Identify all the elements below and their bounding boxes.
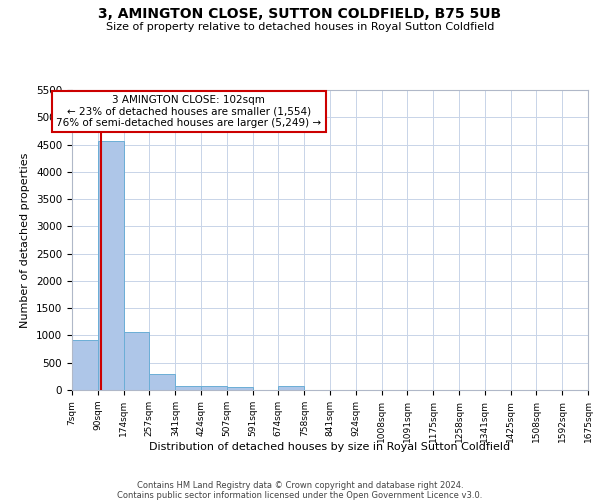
- Text: Size of property relative to detached houses in Royal Sutton Coldfield: Size of property relative to detached ho…: [106, 22, 494, 32]
- Bar: [278, 386, 304, 390]
- Bar: [124, 332, 149, 390]
- Text: Distribution of detached houses by size in Royal Sutton Coldfield: Distribution of detached houses by size …: [149, 442, 511, 452]
- Text: Contains public sector information licensed under the Open Government Licence v3: Contains public sector information licen…: [118, 491, 482, 500]
- Bar: [72, 340, 98, 390]
- Bar: [175, 386, 201, 390]
- Bar: [227, 386, 253, 390]
- Text: 3, AMINGTON CLOSE, SUTTON COLDFIELD, B75 5UB: 3, AMINGTON CLOSE, SUTTON COLDFIELD, B75…: [98, 8, 502, 22]
- Bar: [201, 386, 227, 390]
- Bar: [98, 142, 124, 390]
- Bar: [149, 374, 175, 390]
- Y-axis label: Number of detached properties: Number of detached properties: [20, 152, 31, 328]
- Text: Contains HM Land Registry data © Crown copyright and database right 2024.: Contains HM Land Registry data © Crown c…: [137, 481, 463, 490]
- Text: 3 AMINGTON CLOSE: 102sqm
← 23% of detached houses are smaller (1,554)
76% of sem: 3 AMINGTON CLOSE: 102sqm ← 23% of detach…: [56, 94, 322, 128]
